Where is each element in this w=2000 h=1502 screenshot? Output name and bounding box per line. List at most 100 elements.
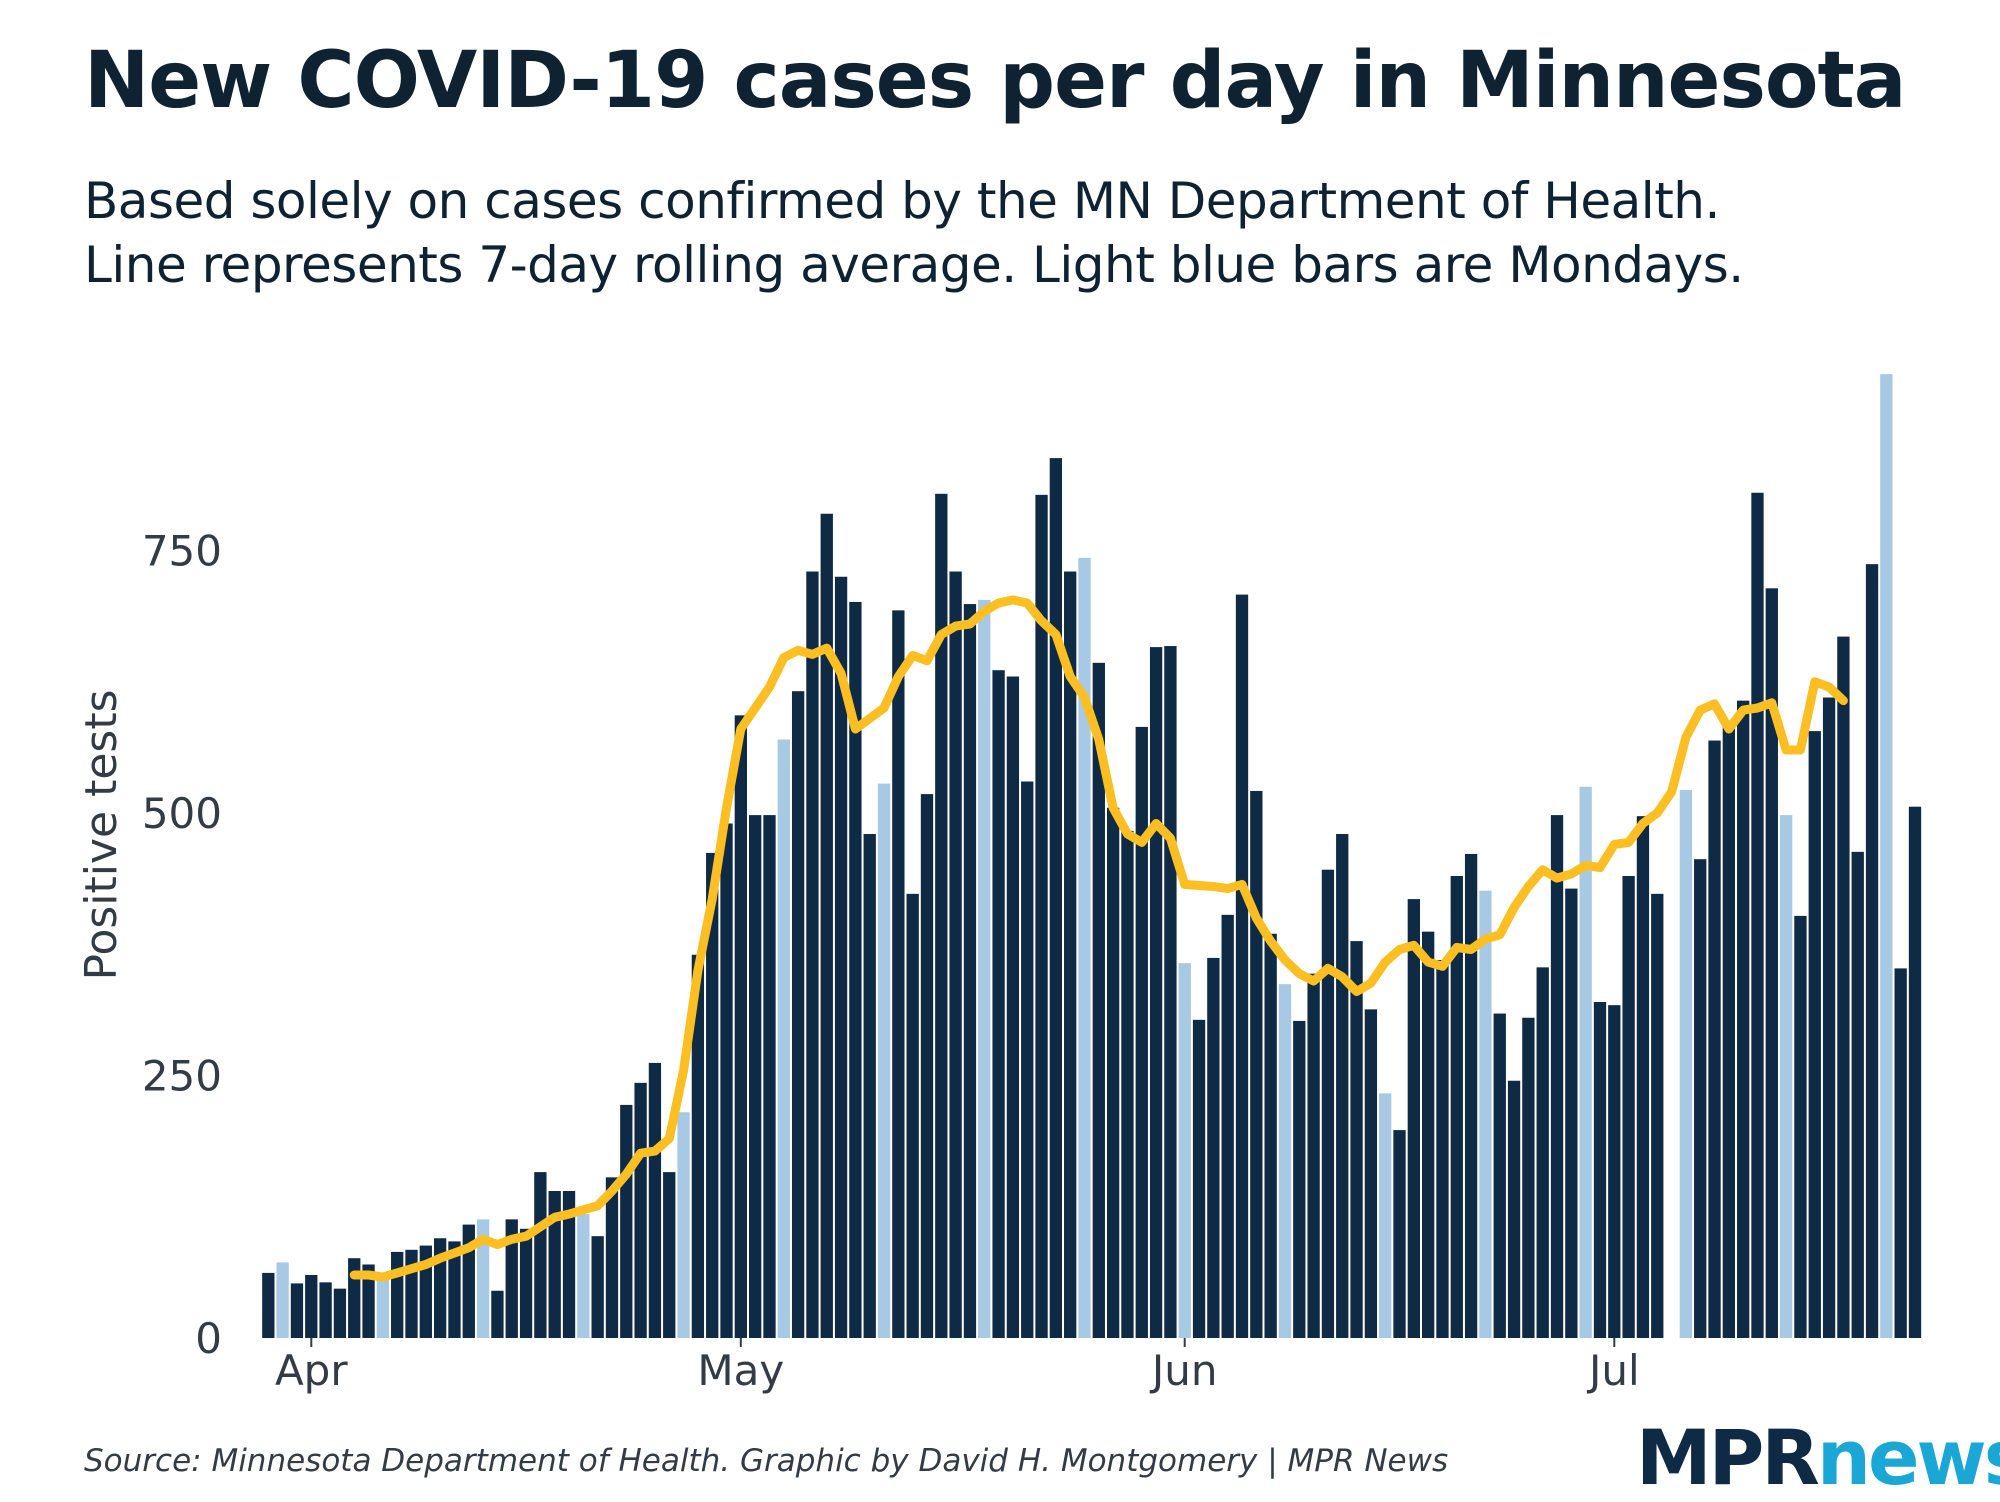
bar <box>1121 830 1134 1338</box>
chart-subtitle-line-1: Based solely on cases confirmed by the M… <box>84 172 1720 230</box>
bar <box>791 691 805 1338</box>
bar-monday <box>376 1275 390 1338</box>
bar <box>1350 941 1363 1338</box>
y-tick-label: 250 <box>142 1052 222 1101</box>
bar <box>1722 720 1736 1338</box>
bar <box>906 893 919 1338</box>
bar <box>992 670 1005 1338</box>
bar <box>1307 973 1320 1338</box>
bar <box>1737 700 1750 1338</box>
bar <box>1636 816 1650 1338</box>
bar <box>1708 740 1721 1338</box>
x-tick-label: Jul <box>1586 1346 1640 1395</box>
bar <box>1837 636 1850 1338</box>
bar <box>1493 1013 1506 1338</box>
bar <box>305 1275 318 1338</box>
bar <box>892 610 905 1338</box>
bar-monday <box>1880 374 1893 1339</box>
bar <box>620 1104 633 1338</box>
bar <box>1336 834 1349 1338</box>
bar <box>1235 594 1249 1338</box>
bar <box>1321 869 1335 1338</box>
bar <box>806 571 819 1338</box>
bar <box>1507 1080 1521 1338</box>
bar <box>1593 1002 1607 1338</box>
bar <box>562 1191 576 1338</box>
bar <box>491 1290 504 1338</box>
bar <box>1135 726 1148 1338</box>
bar <box>1851 851 1864 1338</box>
bar <box>1006 676 1020 1338</box>
bar <box>1622 876 1635 1338</box>
bar-monday <box>1278 984 1292 1338</box>
bar <box>648 1062 662 1338</box>
bar-monday <box>1679 789 1693 1338</box>
x-tick-label: Apr <box>275 1346 348 1395</box>
bar <box>1565 888 1578 1338</box>
bar <box>1064 571 1077 1338</box>
bar <box>1536 967 1549 1338</box>
rolling-average-line <box>349 595 1848 1282</box>
bar <box>1794 915 1807 1338</box>
bar <box>663 1172 676 1338</box>
bar <box>534 1172 547 1338</box>
bar <box>1021 781 1034 1338</box>
bar <box>1450 876 1463 1338</box>
bar-monday <box>476 1219 490 1338</box>
rolling-average-group <box>349 595 1848 1282</box>
bar-monday <box>577 1214 590 1338</box>
bar-monday <box>1078 557 1091 1338</box>
bar <box>290 1283 304 1338</box>
bar <box>1865 564 1879 1338</box>
bar <box>1608 1005 1621 1338</box>
bar <box>1422 931 1435 1338</box>
bar <box>1550 815 1564 1338</box>
bar <box>749 815 762 1338</box>
bar <box>834 576 848 1338</box>
bar <box>734 715 747 1338</box>
bar <box>333 1288 347 1338</box>
bar <box>1436 960 1449 1338</box>
chart-title: New COVID-19 cases per day in Minnesota <box>84 36 1906 126</box>
bar <box>1464 853 1478 1338</box>
bar <box>1522 1017 1535 1338</box>
bar <box>391 1251 404 1338</box>
bar <box>1894 968 1907 1338</box>
bar-monday <box>276 1262 289 1338</box>
x-tick-label: Jun <box>1149 1346 1218 1395</box>
bar <box>849 601 862 1338</box>
bar <box>863 834 876 1338</box>
bar-monday <box>1379 1093 1392 1338</box>
y-axis: 0 250 500 750 <box>142 527 222 1364</box>
bar-monday <box>978 599 991 1338</box>
bar-monday <box>1479 890 1492 1338</box>
bar <box>591 1236 604 1338</box>
y-tick-label: 500 <box>142 789 222 838</box>
bar-monday <box>1178 963 1191 1338</box>
bar <box>1106 807 1120 1338</box>
bar <box>691 954 705 1338</box>
bar <box>1364 1009 1378 1338</box>
bar <box>1164 646 1177 1338</box>
bar-monday <box>777 739 790 1338</box>
bar <box>1908 806 1922 1338</box>
y-tick-label: 750 <box>142 527 222 576</box>
bar <box>963 604 977 1338</box>
logo-news-text: news <box>1816 1413 2000 1502</box>
bar <box>1293 1020 1306 1338</box>
bar <box>362 1264 375 1338</box>
bar-monday <box>1779 815 1793 1338</box>
y-tick-label: 0 <box>195 1314 222 1363</box>
bar <box>706 852 719 1338</box>
bar <box>1651 893 1664 1338</box>
bar <box>505 1219 518 1338</box>
bar <box>1035 494 1048 1339</box>
bar <box>1808 731 1821 1338</box>
bar <box>1250 790 1263 1338</box>
bar-monday <box>677 1112 690 1338</box>
bar <box>1822 697 1836 1338</box>
bar <box>548 1191 561 1338</box>
bar <box>1092 662 1105 1338</box>
bar <box>1192 1019 1206 1338</box>
bar <box>262 1272 275 1338</box>
